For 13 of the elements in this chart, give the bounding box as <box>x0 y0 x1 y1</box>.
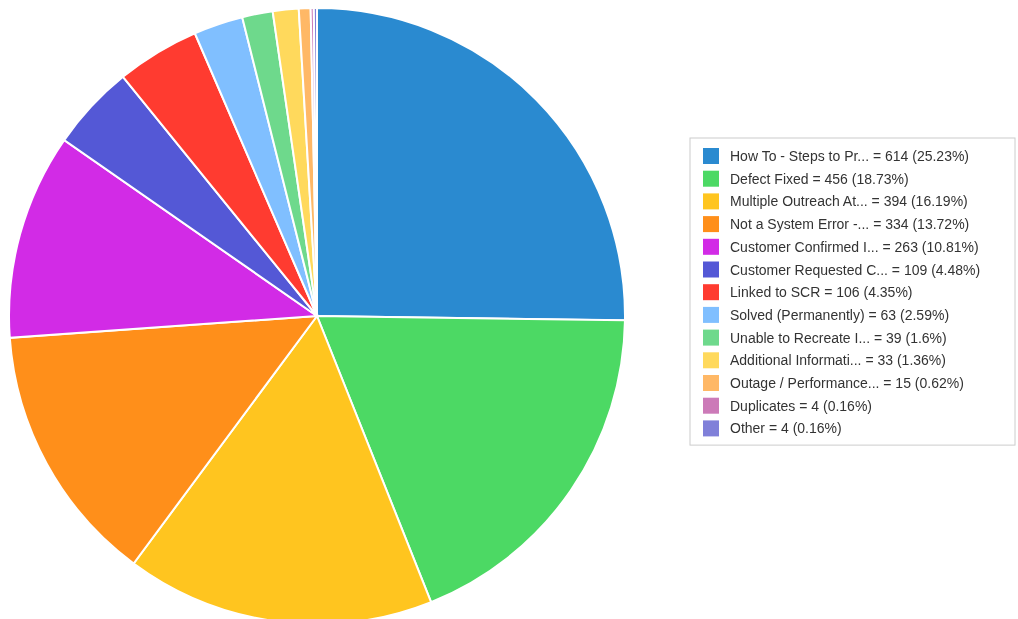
legend-label: Multiple Outreach At... = 394 (16.19%) <box>730 193 968 210</box>
legend-label: Not a System Error -... = 334 (13.72%) <box>730 216 970 233</box>
legend-label: Defect Fixed = 456 (18.73%) <box>730 170 909 187</box>
legend-label: Outage / Performance... = 15 (0.62%) <box>730 375 964 391</box>
legend-label: Unable to Recreate I... = 39 (1.6%) <box>730 329 947 346</box>
legend-label: How To - Steps to Pr... = 614 (25.23%) <box>730 148 970 164</box>
legend-label: Duplicates = 4 (0.16%) <box>730 397 873 414</box>
legend-label: Solved (Permanently) = 63 (2.59%) <box>730 306 950 323</box>
legend-label: Linked to SCR = 106 (4.35%) <box>730 284 913 301</box>
legend-label: Additional Informati... = 33 (1.36%) <box>730 352 946 369</box>
legend-label: Other = 4 (0.16%) <box>730 420 842 437</box>
legend-label: Customer Requested C... = 109 (4.48%) <box>730 261 981 278</box>
legend-label: Customer Confirmed I... = 263 (10.81%) <box>730 238 979 255</box>
